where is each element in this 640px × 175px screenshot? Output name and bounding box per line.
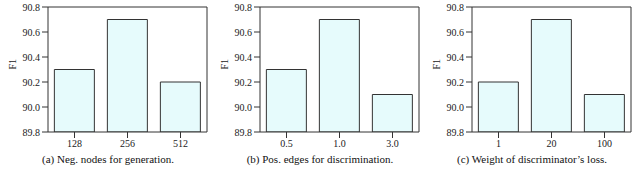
svg-text:F1: F1 [8, 59, 18, 70]
svg-text:3.0: 3.0 [386, 138, 399, 149]
svg-text:89.8: 89.8 [23, 127, 41, 138]
svg-text:100: 100 [597, 138, 612, 149]
svg-text:0.5: 0.5 [280, 138, 293, 149]
svg-text:90.2: 90.2 [235, 77, 253, 88]
svg-text:256: 256 [120, 138, 135, 149]
svg-text:1: 1 [496, 138, 501, 149]
svg-text:90.2: 90.2 [23, 77, 41, 88]
svg-text:89.8: 89.8 [447, 127, 465, 138]
svg-text:90.6: 90.6 [447, 27, 465, 38]
svg-text:90.4: 90.4 [23, 52, 41, 63]
html-text:(a) Neg. nodes for generation.: (a) Neg. nodes for generation. [42, 153, 174, 165]
svg-text:90.8: 90.8 [23, 2, 41, 13]
svg-text:90.8: 90.8 [235, 2, 253, 13]
html-text:(c) Weight of discriminator’s: (c) Weight of discriminator’s loss. [457, 153, 607, 165]
svg-text:1.0: 1.0 [333, 138, 346, 149]
svg-text:512: 512 [173, 138, 188, 149]
svg-text:90.0: 90.0 [23, 102, 41, 113]
svg-text:90.2: 90.2 [447, 77, 465, 88]
svg-text:F1: F1 [219, 59, 230, 70]
svg-text:128: 128 [67, 138, 82, 149]
svg-text:90.6: 90.6 [235, 27, 253, 38]
svg-text:90.8: 90.8 [447, 2, 465, 13]
svg-text:90.4: 90.4 [235, 52, 253, 63]
svg-text:90.0: 90.0 [447, 102, 465, 113]
svg-text:F1: F1 [431, 59, 442, 70]
svg-text:90.4: 90.4 [447, 52, 465, 63]
svg-text:90.0: 90.0 [235, 102, 253, 113]
svg-text:89.8: 89.8 [235, 127, 253, 138]
svg-text:90.6: 90.6 [23, 27, 41, 38]
svg-text:20: 20 [547, 138, 557, 149]
html-text:(b) Pos. edges for discriminat: (b) Pos. edges for discrimination. [246, 153, 394, 165]
